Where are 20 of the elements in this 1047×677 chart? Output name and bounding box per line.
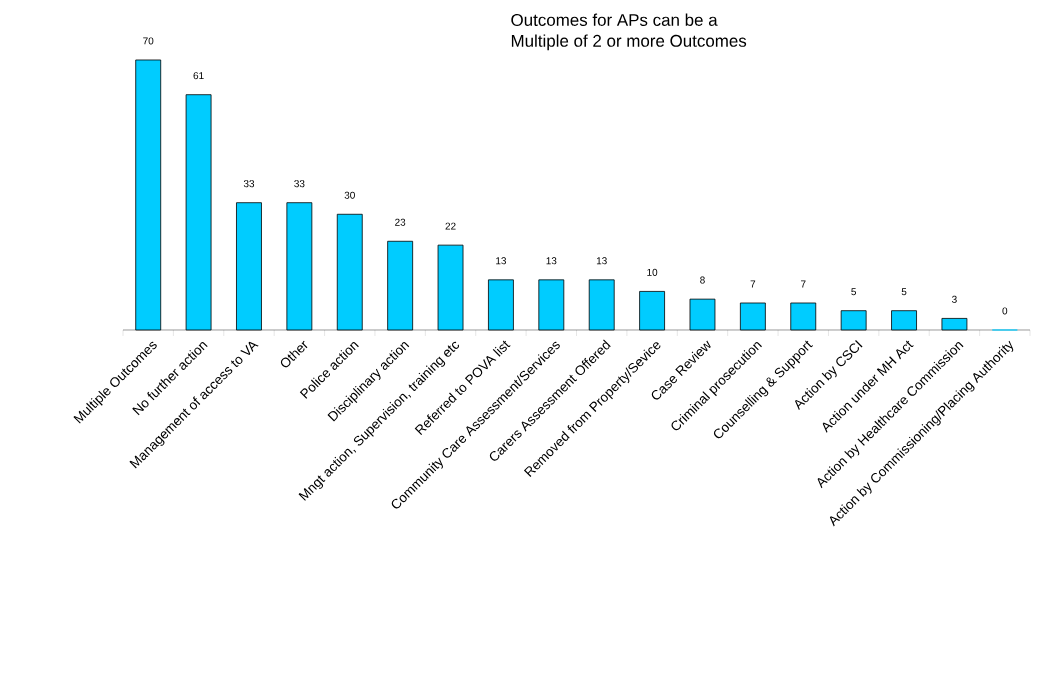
data-label: 23 bbox=[395, 218, 406, 226]
chart-subtitle: Multiple of 2 or more Outcomes bbox=[511, 34, 747, 51]
data-label: 0 bbox=[1002, 307, 1008, 315]
data-label: 70 bbox=[143, 37, 154, 45]
data-label: 5 bbox=[901, 288, 907, 296]
data-label: 13 bbox=[496, 257, 507, 265]
data-label: 7 bbox=[750, 280, 756, 288]
data-label: 30 bbox=[344, 191, 355, 199]
data-label: 33 bbox=[294, 180, 305, 188]
data-label: 3 bbox=[952, 295, 957, 303]
data-label: 7 bbox=[801, 280, 806, 288]
chart-title: Outcomes for APs can be a bbox=[511, 13, 718, 26]
data-label: 10 bbox=[647, 268, 658, 276]
data-label: 22 bbox=[445, 222, 456, 230]
data-label: 13 bbox=[546, 257, 557, 265]
data-label: 5 bbox=[851, 288, 857, 296]
data-label: 33 bbox=[243, 180, 255, 188]
data-label: 8 bbox=[700, 276, 705, 284]
data-label: 13 bbox=[596, 257, 607, 265]
data-label: 61 bbox=[193, 72, 204, 80]
